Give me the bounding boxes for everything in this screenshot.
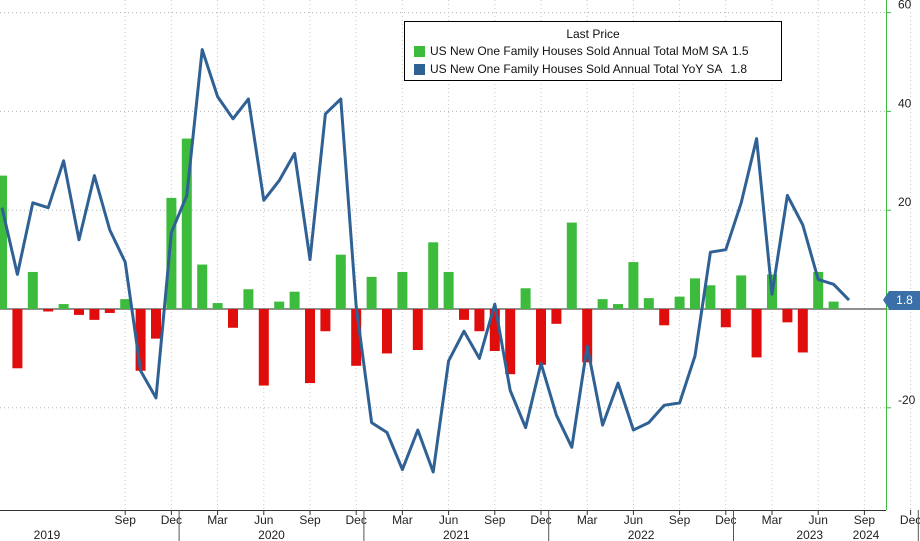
legend-label-yoy: US New One Family Houses Sold Annual Tot… (430, 62, 723, 76)
legend-entry-yoy: US New One Family Houses Sold Annual Tot… (414, 62, 747, 76)
mom-bar (643, 298, 654, 309)
legend-value-yoy: 1.8 (730, 62, 748, 76)
x-tick-label: Sep (854, 513, 876, 527)
x-tick-label: Dec (346, 513, 367, 527)
x-tick-label: Sep (669, 513, 691, 527)
mom-bar (720, 309, 731, 328)
mom-bar (382, 309, 392, 354)
mom-bar (320, 309, 331, 332)
mom-bar (690, 278, 700, 309)
mom-bar (597, 299, 608, 309)
last-value-badge: 1.8 (883, 291, 920, 310)
mom-bar (289, 291, 300, 309)
year-label: 2019 (34, 528, 61, 541)
mom-bar (366, 276, 377, 309)
mom-bar (813, 271, 824, 309)
mom-bar (212, 303, 223, 309)
mom-bar (243, 289, 254, 309)
mom-bar (566, 222, 577, 309)
legend-swatch-yoy (414, 63, 425, 75)
mom-bar (751, 309, 762, 358)
mom-bar (258, 309, 269, 386)
mom-bar (197, 264, 208, 309)
year-label: 2024 (853, 528, 880, 541)
mom-bar (443, 271, 454, 309)
x-tick-label: Mar (762, 513, 783, 527)
year-label: 2023 (796, 528, 823, 541)
mom-bar (104, 309, 115, 313)
legend-entry-mom: US New One Family Houses Sold Annual Tot… (414, 44, 749, 58)
mom-bar (335, 254, 346, 309)
x-tick-label: Jun (624, 513, 643, 527)
mom-bar (474, 309, 485, 332)
legend: Last Price US New One Family Houses Sold… (404, 21, 782, 81)
x-tick-label: Jun (254, 513, 273, 527)
x-tick-label: Dec (161, 513, 182, 527)
mom-bar (628, 262, 639, 309)
y-tick-label: -20 (898, 393, 916, 407)
x-tick-label: Sep (484, 513, 506, 527)
mom-bar (674, 296, 685, 309)
mom-bar (351, 309, 362, 366)
x-tick-label: Jun (439, 513, 458, 527)
mom-bar (828, 301, 839, 309)
x-tick-label: Dec (715, 513, 736, 527)
mom-bar (520, 288, 531, 309)
year-label: 2020 (258, 528, 285, 541)
mom-bar (274, 301, 285, 309)
mom-bar (27, 271, 38, 309)
x-tick-label: Jun (809, 513, 828, 527)
year-label: 2022 (628, 528, 655, 541)
mom-bar (397, 271, 408, 309)
yoy-line (0, 48, 851, 474)
x-tick-label: Dec (900, 513, 920, 527)
mom-bar (613, 304, 623, 309)
mom-bar (305, 309, 315, 384)
gridlines (0, 0, 912, 510)
mom-bar (228, 309, 238, 328)
legend-swatch-mom (414, 45, 425, 57)
mom-bar (505, 309, 516, 375)
x-tick-label: Mar (577, 513, 598, 527)
mom-bar (736, 275, 747, 309)
mom-bar (428, 242, 439, 309)
mom-bar (151, 309, 161, 339)
mom-bar (582, 309, 593, 363)
mom-bars (0, 138, 839, 386)
mom-bar (181, 138, 192, 309)
mom-bar (166, 197, 177, 309)
mom-bar (797, 309, 808, 353)
mom-bar (43, 309, 54, 312)
x-tick-label: Mar (392, 513, 413, 527)
mom-bar (705, 285, 716, 309)
mom-bar (459, 309, 469, 320)
mom-bar (412, 309, 423, 351)
mom-bar (12, 309, 23, 369)
legend-title: Last Price (566, 27, 620, 41)
legend-label-mom: US New One Family Houses Sold Annual Tot… (430, 44, 728, 58)
mom-bar (0, 175, 7, 309)
y-axis-ticks: -200204060 (886, 0, 916, 409)
x-tick-label: Mar (207, 513, 228, 527)
mom-bar (536, 309, 546, 365)
mom-bar (58, 304, 69, 309)
y-tick-label: 20 (898, 195, 912, 209)
year-label: 2021 (443, 528, 470, 541)
mom-bar (135, 309, 146, 371)
y-tick-label: 40 (898, 96, 912, 110)
mom-bar (659, 309, 670, 326)
mom-bar (89, 309, 100, 320)
mom-bar (551, 309, 562, 324)
mom-bar (74, 309, 84, 315)
y-tick-label: 60 (898, 0, 912, 12)
x-tick-label: Sep (115, 513, 137, 527)
mom-bar (120, 299, 131, 309)
x-axis-ticks: Sep Dec Mar Jun Sep Dec Mar Jun Sep Dec Mar Jun Sep D… (34, 510, 920, 541)
x-tick-label: Dec (530, 513, 551, 527)
mom-bar (782, 309, 793, 323)
x-tick-label: Sep (299, 513, 321, 527)
mom-bar (489, 309, 500, 351)
legend-value-mom: 1.5 (731, 44, 749, 58)
